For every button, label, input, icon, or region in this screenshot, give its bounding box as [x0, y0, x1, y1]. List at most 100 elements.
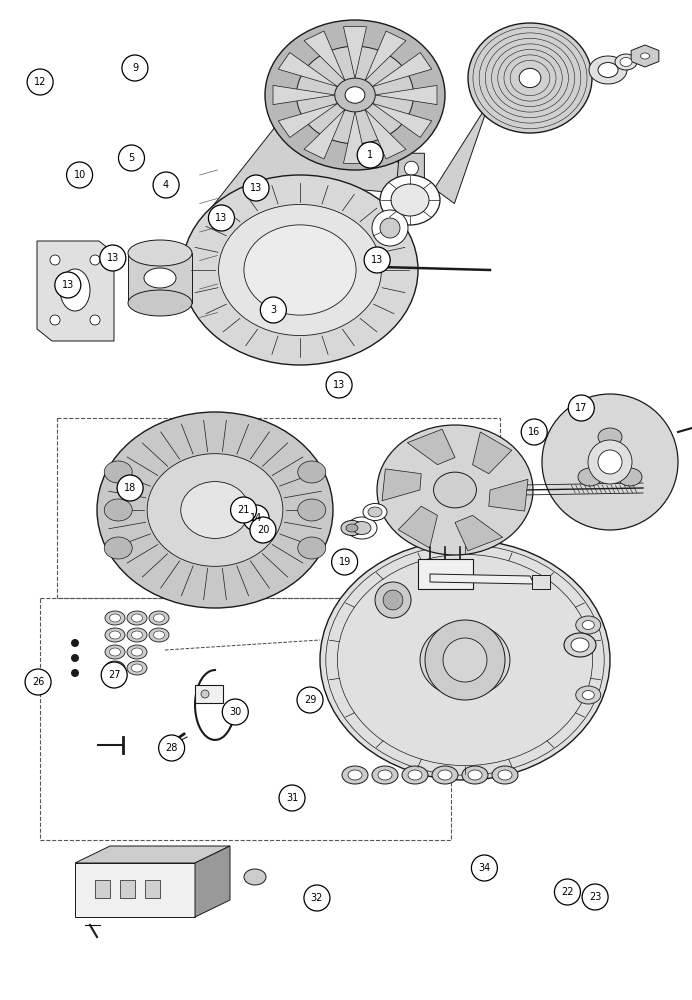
Ellipse shape	[598, 62, 618, 78]
Polygon shape	[372, 103, 432, 137]
Circle shape	[364, 247, 390, 273]
Ellipse shape	[181, 482, 249, 538]
Text: 30: 30	[229, 707, 242, 717]
Ellipse shape	[420, 623, 510, 697]
Circle shape	[297, 687, 323, 713]
Polygon shape	[375, 85, 437, 105]
Circle shape	[471, 855, 498, 881]
Circle shape	[90, 315, 100, 325]
Text: 16: 16	[528, 427, 540, 437]
Text: 13: 13	[250, 183, 262, 193]
Text: 28: 28	[165, 743, 178, 753]
Ellipse shape	[104, 537, 132, 559]
Circle shape	[331, 549, 358, 575]
Text: 18: 18	[124, 483, 136, 493]
Text: 13: 13	[62, 280, 74, 290]
Ellipse shape	[127, 645, 147, 659]
Polygon shape	[372, 53, 432, 87]
Ellipse shape	[620, 57, 632, 66]
Ellipse shape	[598, 428, 622, 446]
Circle shape	[90, 255, 100, 265]
Ellipse shape	[131, 614, 143, 622]
Polygon shape	[394, 153, 424, 208]
Ellipse shape	[589, 56, 627, 84]
Circle shape	[425, 620, 505, 700]
Ellipse shape	[131, 664, 143, 672]
Polygon shape	[278, 103, 338, 137]
Ellipse shape	[578, 468, 602, 486]
Circle shape	[568, 395, 594, 421]
Polygon shape	[398, 506, 437, 548]
Circle shape	[383, 590, 403, 610]
Circle shape	[304, 885, 330, 911]
Ellipse shape	[519, 68, 541, 88]
Polygon shape	[37, 241, 114, 341]
Circle shape	[380, 218, 400, 238]
Text: 21: 21	[237, 505, 250, 515]
Circle shape	[222, 699, 248, 725]
Text: 13: 13	[215, 213, 228, 223]
Ellipse shape	[582, 690, 594, 700]
Text: 9: 9	[132, 63, 138, 73]
Ellipse shape	[154, 631, 165, 639]
Ellipse shape	[144, 268, 176, 288]
Ellipse shape	[298, 461, 326, 483]
Circle shape	[25, 669, 51, 695]
Ellipse shape	[391, 184, 429, 216]
Ellipse shape	[105, 661, 125, 675]
Ellipse shape	[468, 23, 592, 133]
Circle shape	[118, 145, 145, 171]
Circle shape	[66, 162, 93, 188]
Circle shape	[208, 205, 235, 231]
Ellipse shape	[564, 633, 596, 657]
Circle shape	[100, 245, 126, 271]
Polygon shape	[473, 432, 512, 474]
Circle shape	[101, 662, 127, 688]
Polygon shape	[343, 111, 367, 163]
Ellipse shape	[109, 631, 120, 639]
Circle shape	[50, 255, 60, 265]
Text: 1: 1	[367, 150, 373, 160]
Ellipse shape	[576, 616, 601, 634]
Ellipse shape	[131, 648, 143, 656]
Ellipse shape	[353, 522, 371, 534]
Bar	[95, 880, 110, 898]
Polygon shape	[278, 53, 338, 87]
Ellipse shape	[298, 537, 326, 559]
Ellipse shape	[432, 766, 458, 784]
Text: 27: 27	[108, 670, 120, 680]
Ellipse shape	[109, 664, 120, 672]
Ellipse shape	[641, 53, 650, 59]
Circle shape	[50, 315, 60, 325]
Ellipse shape	[342, 766, 368, 784]
Circle shape	[521, 419, 547, 445]
Ellipse shape	[127, 611, 147, 625]
Ellipse shape	[615, 54, 637, 70]
Circle shape	[201, 690, 209, 698]
Circle shape	[542, 394, 678, 530]
Ellipse shape	[104, 499, 132, 521]
Polygon shape	[304, 31, 345, 81]
Circle shape	[71, 654, 79, 662]
Ellipse shape	[244, 225, 356, 315]
Ellipse shape	[109, 614, 120, 622]
Circle shape	[357, 142, 383, 168]
Text: 26: 26	[32, 677, 44, 687]
Polygon shape	[343, 27, 367, 79]
Ellipse shape	[363, 504, 387, 520]
Ellipse shape	[582, 620, 594, 630]
Text: 20: 20	[257, 525, 269, 535]
Circle shape	[279, 785, 305, 811]
Ellipse shape	[468, 770, 482, 780]
Ellipse shape	[97, 412, 333, 608]
Text: 14: 14	[250, 513, 262, 523]
Bar	[120, 880, 135, 898]
Ellipse shape	[265, 20, 445, 170]
Circle shape	[55, 272, 81, 298]
Ellipse shape	[105, 611, 125, 625]
Circle shape	[243, 505, 269, 531]
Ellipse shape	[320, 540, 610, 780]
Circle shape	[250, 517, 276, 543]
Ellipse shape	[341, 520, 363, 536]
Ellipse shape	[462, 766, 488, 784]
